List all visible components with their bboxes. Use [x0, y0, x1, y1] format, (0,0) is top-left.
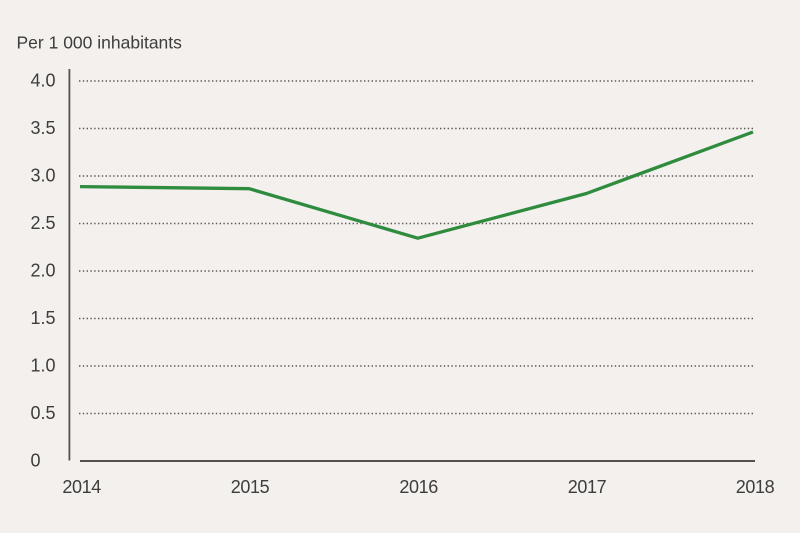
svg-text:0: 0	[31, 451, 41, 471]
svg-text:2018: 2018	[736, 477, 775, 497]
svg-text:2016: 2016	[399, 477, 438, 497]
svg-text:1.5: 1.5	[31, 308, 56, 328]
svg-text:4.0: 4.0	[31, 71, 56, 91]
svg-text:2014: 2014	[62, 477, 101, 497]
svg-text:0.5: 0.5	[31, 403, 56, 423]
svg-text:2017: 2017	[568, 477, 607, 497]
svg-text:Per 1 000 inhabitants: Per 1 000 inhabitants	[17, 33, 183, 53]
svg-text:2.0: 2.0	[31, 261, 56, 281]
svg-text:3.0: 3.0	[31, 166, 56, 186]
svg-text:2.5: 2.5	[31, 213, 56, 233]
svg-text:1.0: 1.0	[31, 356, 56, 376]
svg-text:2015: 2015	[231, 477, 270, 497]
svg-text:3.5: 3.5	[31, 118, 56, 138]
